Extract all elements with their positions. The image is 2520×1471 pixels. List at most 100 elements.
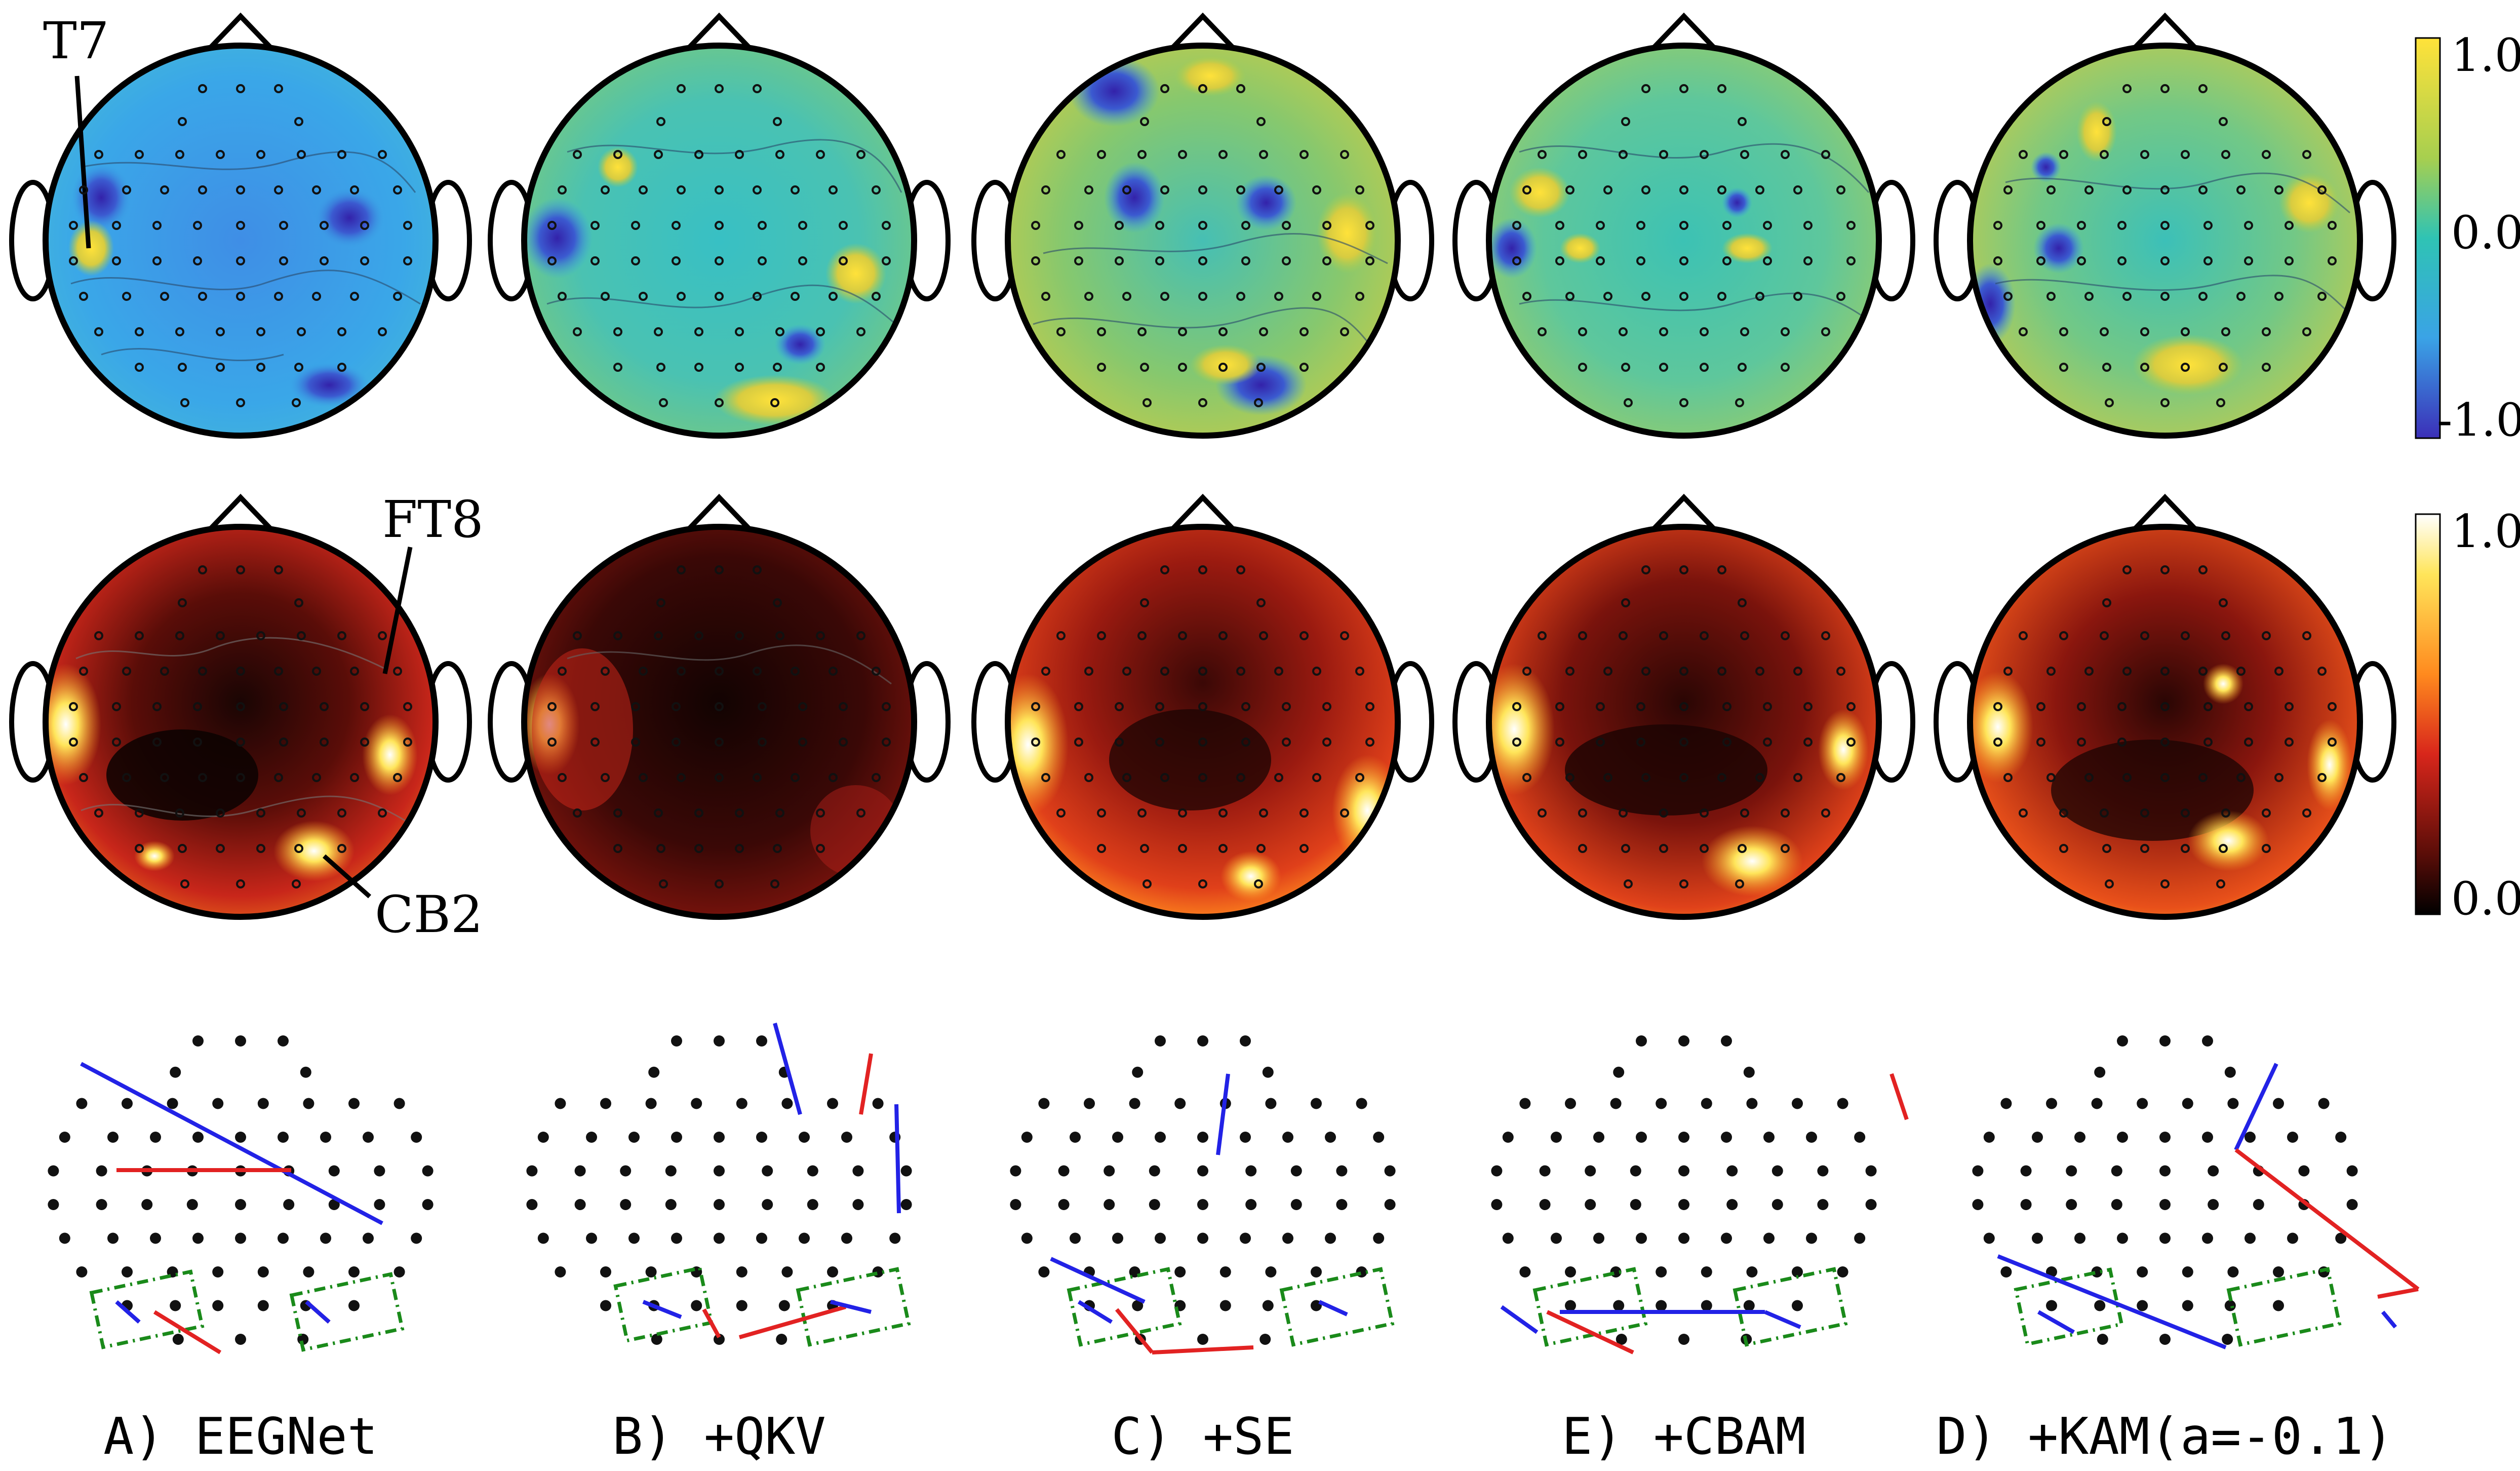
electrode-marker — [236, 84, 245, 93]
electrode-marker — [1236, 292, 1245, 301]
electrode-marker — [2077, 256, 2086, 265]
electrode-node — [1149, 1165, 1160, 1177]
electrode-marker — [1565, 667, 1574, 676]
electrode-marker — [1218, 150, 1228, 159]
electrode-marker — [558, 667, 567, 676]
electrode-marker — [659, 879, 668, 888]
electrode-marker — [1236, 84, 1245, 93]
electrode-marker — [1122, 667, 1131, 676]
electrode-marker — [2203, 702, 2213, 711]
electrode-marker — [816, 150, 825, 159]
electrode-set-d-middle — [1993, 565, 2337, 888]
electrode-marker — [2262, 363, 2271, 372]
electrode-marker — [601, 667, 610, 676]
electrode-marker — [613, 363, 622, 372]
electrode-marker — [2216, 879, 2225, 888]
electrode-node — [107, 1232, 119, 1244]
electrode-marker — [1218, 844, 1228, 853]
electrode-marker — [1755, 292, 1764, 301]
electrode-marker — [378, 327, 387, 336]
electrode-node — [799, 1232, 810, 1244]
electrode-node — [320, 1232, 331, 1244]
electrode-node — [841, 1132, 852, 1143]
electrode-marker — [1700, 808, 1709, 818]
electrode-marker — [1679, 879, 1688, 888]
electrode-marker — [770, 879, 779, 888]
electrode-node — [278, 1132, 289, 1143]
electrode-marker — [715, 221, 724, 230]
electrode-node — [2346, 1165, 2358, 1177]
electrode-marker — [2105, 398, 2114, 407]
electrode-marker — [2100, 631, 2109, 640]
electrode-node — [671, 1035, 682, 1047]
electrode-marker — [1300, 150, 1309, 159]
head-map-b-middle — [488, 493, 951, 920]
colorbar-top-min: -1.0 — [2437, 394, 2520, 447]
electrode-marker — [1846, 738, 1856, 747]
electrode-node — [1636, 1132, 1647, 1143]
electrode-marker — [601, 773, 610, 782]
negative-link — [80, 1062, 383, 1225]
electrode-marker — [360, 256, 369, 265]
electrode-marker — [2140, 327, 2149, 336]
electrode-node — [1610, 1098, 1622, 1109]
electrode-marker — [1522, 667, 1531, 676]
electrode-marker — [2221, 808, 2230, 818]
electrode-node — [714, 1334, 725, 1345]
electrode-node — [328, 1165, 340, 1177]
electrode-marker — [2198, 773, 2208, 782]
electrode-node — [141, 1199, 153, 1210]
electrode-node — [2137, 1098, 2148, 1109]
electrode-node — [2224, 1066, 2236, 1078]
electrode-marker — [1198, 565, 1207, 574]
electrode-marker — [1031, 702, 1040, 711]
colorbar-middle-bar — [2415, 513, 2441, 915]
electrode-marker — [2036, 702, 2045, 711]
electrode-node — [1356, 1266, 1367, 1278]
electrode-node — [537, 1232, 549, 1244]
electrode-marker — [2198, 667, 2208, 676]
electrode-node — [2074, 1132, 2085, 1143]
electrode-node — [1551, 1232, 1562, 1244]
electrode-marker — [94, 808, 103, 818]
ft8-pointer-line — [382, 547, 413, 674]
electrode-marker — [677, 185, 686, 195]
electrode-marker — [2236, 185, 2246, 195]
electrode-node — [1630, 1199, 1641, 1210]
electrode-node — [283, 1199, 295, 1210]
electrode-marker — [753, 667, 762, 676]
head-map-e-top — [1452, 12, 1915, 439]
electrode-node — [778, 1300, 790, 1311]
electrode-marker — [1596, 738, 1605, 747]
panel-labels: A) EEGNet B) +QKV C) +SE E) +CBAM D) +KA… — [103, 1407, 2393, 1466]
electrode-marker — [2219, 844, 2228, 853]
electrode-marker — [1340, 631, 1349, 640]
electrode-node — [393, 1266, 405, 1278]
electrode-marker — [2046, 185, 2056, 195]
electrode-marker — [2160, 84, 2170, 93]
electrode-marker — [198, 773, 207, 782]
electrode-marker — [2059, 631, 2068, 640]
electrode-marker — [2302, 808, 2311, 818]
electrode-node — [1155, 1232, 1166, 1244]
electrode-marker — [393, 773, 402, 782]
electrode-node — [1104, 1165, 1115, 1177]
electrode-marker — [1300, 363, 1309, 372]
electrode-marker — [1322, 256, 1331, 265]
electrode-marker — [1198, 773, 1207, 782]
electrode-marker — [1155, 256, 1164, 265]
electrode-node — [1613, 1066, 1625, 1078]
electrode-marker — [631, 702, 640, 711]
electrode-marker — [2274, 667, 2283, 676]
head-map-c-middle — [971, 493, 1434, 920]
electrode-marker — [1738, 363, 1747, 372]
electrode-marker — [672, 221, 681, 230]
electrode-node — [2137, 1300, 2148, 1311]
electrode-marker — [256, 150, 265, 159]
electrode-marker — [1700, 363, 1709, 372]
electrode-marker — [360, 738, 369, 747]
electrode-node — [2318, 1098, 2330, 1109]
electrode-marker — [2181, 150, 2190, 159]
electrode-marker — [135, 631, 144, 640]
electrode-marker — [2181, 363, 2190, 372]
